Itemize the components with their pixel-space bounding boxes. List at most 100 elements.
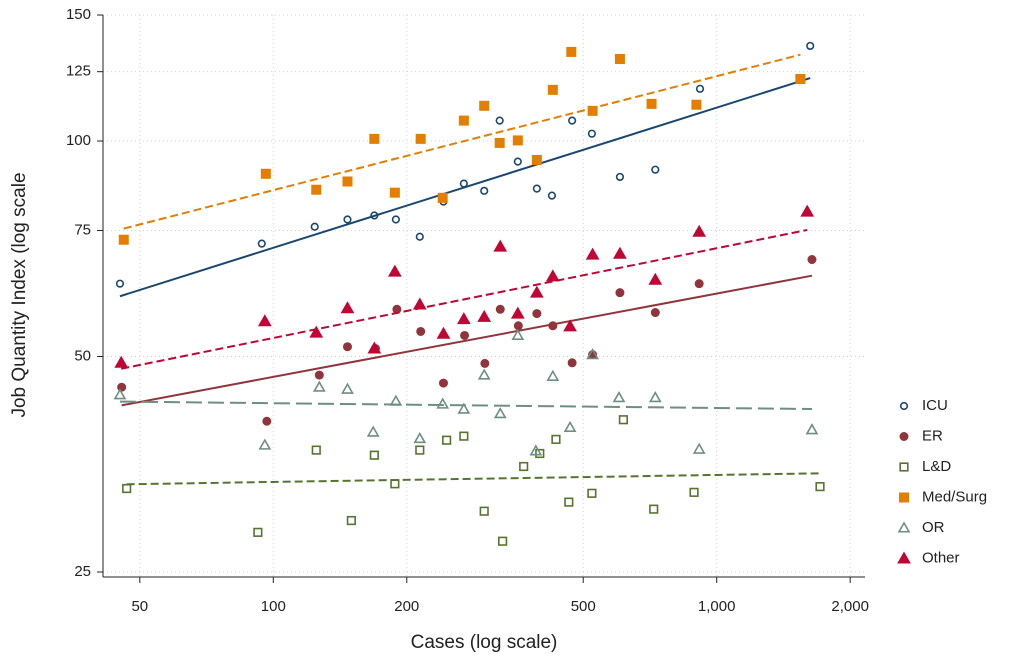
point <box>416 326 426 336</box>
point <box>311 184 322 195</box>
point <box>805 423 819 435</box>
y-axis-title: Job Quantity Index (log scale <box>9 172 30 417</box>
point <box>310 222 319 231</box>
point <box>415 445 425 455</box>
point <box>367 341 382 354</box>
point <box>567 358 577 368</box>
point <box>511 328 525 341</box>
point <box>114 355 129 368</box>
point <box>346 515 356 526</box>
point <box>587 105 598 116</box>
legend-marker <box>897 551 911 564</box>
legend-marker <box>899 462 909 472</box>
point <box>389 187 400 198</box>
point <box>564 497 574 507</box>
point <box>122 483 132 494</box>
point <box>258 438 272 450</box>
point <box>519 461 529 472</box>
point <box>586 348 599 360</box>
point <box>437 192 448 203</box>
point <box>815 482 825 492</box>
point <box>260 168 271 179</box>
y-tick-label: 25 <box>74 563 91 580</box>
point <box>587 488 597 498</box>
point <box>563 420 577 432</box>
point <box>480 186 489 195</box>
point <box>477 368 491 380</box>
legend-marker <box>897 521 911 533</box>
point <box>513 321 523 331</box>
point <box>649 504 659 514</box>
point <box>532 184 541 193</box>
point <box>587 129 596 138</box>
point <box>546 369 560 381</box>
point <box>650 308 660 318</box>
fit-line <box>121 274 813 407</box>
point <box>456 312 471 325</box>
point <box>117 382 127 392</box>
point <box>493 239 508 252</box>
point <box>512 135 523 146</box>
point <box>545 269 560 282</box>
point <box>460 330 470 340</box>
point <box>457 402 471 414</box>
point <box>442 435 452 445</box>
point <box>648 391 662 403</box>
point <box>568 116 577 125</box>
y-tick-label: 50 <box>74 347 91 364</box>
y-tick-label: 150 <box>66 6 91 23</box>
point <box>113 388 127 400</box>
point <box>342 342 352 352</box>
point <box>257 314 272 327</box>
point <box>459 179 468 188</box>
point <box>458 115 469 126</box>
x-tick-label: 100 <box>261 598 286 615</box>
point <box>532 309 542 319</box>
fit-line <box>121 228 808 370</box>
point <box>691 99 702 110</box>
point <box>479 506 489 516</box>
legend-label: ER <box>922 427 943 444</box>
point <box>651 165 660 174</box>
point <box>494 137 505 148</box>
point <box>807 255 817 265</box>
point <box>563 319 577 332</box>
point <box>341 382 354 394</box>
point <box>551 434 561 444</box>
point <box>262 416 272 426</box>
point <box>391 215 400 224</box>
point <box>547 191 557 200</box>
point <box>309 325 324 338</box>
y-tick-label: 100 <box>66 132 91 149</box>
point <box>615 172 625 182</box>
point <box>548 321 558 331</box>
point <box>612 391 626 403</box>
point <box>531 154 542 165</box>
point <box>369 450 379 460</box>
point <box>311 445 321 455</box>
x-tick-label: 2,000 <box>831 598 869 615</box>
point <box>648 272 663 285</box>
point <box>495 116 504 125</box>
point <box>412 297 427 310</box>
point <box>413 431 427 444</box>
point <box>495 304 505 314</box>
fit-line <box>123 53 801 230</box>
point <box>480 358 490 368</box>
point <box>535 448 545 459</box>
point <box>389 394 403 406</box>
point <box>529 285 544 298</box>
point <box>493 407 507 419</box>
x-tick-label: 50 <box>131 598 148 615</box>
point <box>257 239 266 248</box>
x-axis-title: Cases (log scale) <box>411 632 558 653</box>
point <box>118 234 129 245</box>
point <box>618 415 628 425</box>
point <box>312 380 326 392</box>
point <box>343 215 352 224</box>
point <box>415 232 424 241</box>
point <box>340 301 355 314</box>
point <box>479 100 490 111</box>
x-tick-label: 200 <box>394 598 419 615</box>
